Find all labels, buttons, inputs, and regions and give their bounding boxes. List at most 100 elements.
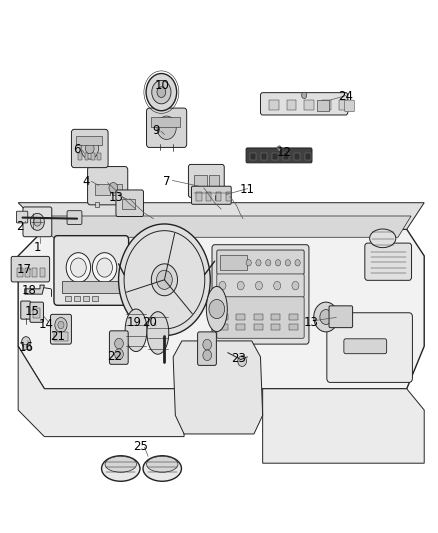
Text: 13: 13 [109, 191, 124, 204]
Ellipse shape [102, 456, 140, 481]
Text: 22: 22 [107, 350, 122, 364]
Bar [226, 191, 231, 201]
Text: 1: 1 [34, 241, 42, 254]
Circle shape [92, 253, 117, 282]
Bar [219, 314, 228, 320]
Bar [78, 153, 82, 160]
Circle shape [277, 146, 282, 151]
FancyBboxPatch shape [345, 100, 354, 112]
Bar [321, 100, 331, 110]
Bar [25, 268, 30, 277]
Text: 14: 14 [39, 319, 54, 332]
Text: 18: 18 [21, 284, 36, 297]
Circle shape [203, 350, 212, 361]
Bar [74, 296, 80, 301]
Ellipse shape [147, 456, 178, 472]
Circle shape [21, 337, 30, 348]
Bar [272, 314, 280, 320]
FancyBboxPatch shape [11, 256, 49, 282]
Text: 12: 12 [277, 146, 292, 159]
Circle shape [301, 92, 307, 99]
Bar [39, 268, 45, 277]
FancyBboxPatch shape [116, 190, 144, 216]
Bar [317, 100, 329, 111]
FancyBboxPatch shape [212, 245, 309, 344]
Circle shape [156, 270, 172, 289]
Circle shape [209, 300, 225, 319]
Circle shape [34, 217, 41, 226]
Ellipse shape [105, 456, 137, 472]
Bar [194, 174, 207, 188]
FancyBboxPatch shape [198, 332, 216, 366]
Polygon shape [18, 346, 184, 437]
Circle shape [115, 338, 124, 349]
Text: 11: 11 [240, 183, 255, 196]
Bar [254, 314, 263, 320]
Text: 6: 6 [73, 143, 81, 156]
Circle shape [97, 258, 113, 277]
Text: 15: 15 [25, 305, 39, 318]
Circle shape [151, 264, 177, 296]
Polygon shape [31, 216, 411, 237]
Bar [209, 175, 219, 188]
Text: 24: 24 [338, 90, 353, 103]
Circle shape [71, 258, 86, 277]
Bar [196, 191, 201, 201]
FancyBboxPatch shape [54, 236, 129, 305]
FancyBboxPatch shape [217, 250, 304, 274]
FancyBboxPatch shape [217, 274, 304, 297]
Bar [122, 199, 135, 208]
Ellipse shape [370, 229, 396, 248]
Bar [261, 153, 267, 160]
FancyBboxPatch shape [261, 93, 348, 115]
Bar [289, 324, 297, 330]
Text: 25: 25 [133, 440, 148, 453]
Circle shape [157, 116, 176, 140]
FancyBboxPatch shape [71, 130, 108, 167]
FancyBboxPatch shape [67, 211, 82, 224]
Text: 9: 9 [152, 124, 159, 138]
Ellipse shape [125, 309, 147, 352]
Circle shape [152, 80, 171, 104]
FancyBboxPatch shape [246, 148, 312, 163]
Bar [54, 333, 68, 341]
Circle shape [85, 143, 94, 154]
Circle shape [295, 260, 300, 266]
Bar [269, 100, 279, 110]
Bar [32, 268, 37, 277]
Circle shape [203, 340, 212, 350]
FancyBboxPatch shape [147, 108, 187, 148]
Bar [272, 153, 278, 160]
Bar [219, 324, 228, 330]
Bar [22, 344, 29, 350]
Circle shape [66, 253, 91, 282]
Bar [304, 100, 314, 110]
Bar [33, 308, 40, 318]
Polygon shape [18, 203, 424, 229]
Circle shape [314, 302, 338, 332]
Bar [151, 117, 180, 127]
Circle shape [265, 260, 271, 266]
FancyBboxPatch shape [365, 243, 412, 280]
Circle shape [237, 281, 244, 290]
Text: 23: 23 [231, 352, 246, 365]
FancyBboxPatch shape [191, 186, 231, 204]
Ellipse shape [143, 456, 181, 481]
Bar [91, 153, 95, 160]
Circle shape [285, 260, 290, 266]
FancyBboxPatch shape [110, 331, 128, 365]
FancyBboxPatch shape [23, 207, 52, 237]
Bar [287, 100, 296, 110]
Bar [95, 184, 110, 195]
Bar [62, 281, 121, 293]
FancyBboxPatch shape [329, 306, 353, 328]
FancyBboxPatch shape [50, 314, 71, 344]
Bar [254, 324, 263, 330]
FancyBboxPatch shape [16, 211, 28, 223]
Circle shape [58, 321, 64, 329]
Text: 21: 21 [50, 330, 65, 343]
Circle shape [274, 281, 281, 290]
FancyBboxPatch shape [327, 313, 413, 382]
Bar [339, 100, 349, 110]
Circle shape [255, 281, 262, 290]
